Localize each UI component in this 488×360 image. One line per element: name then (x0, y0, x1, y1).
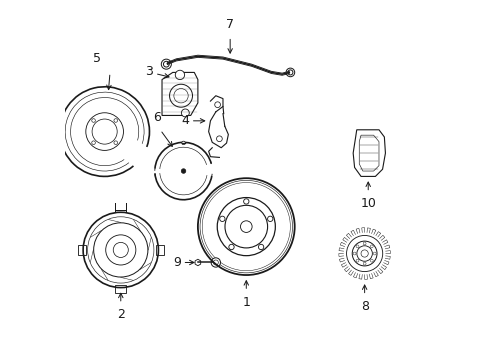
Text: 6: 6 (152, 111, 160, 125)
Circle shape (216, 136, 222, 141)
Circle shape (369, 259, 372, 262)
Circle shape (219, 216, 224, 221)
Text: 1: 1 (242, 296, 250, 309)
Circle shape (182, 141, 185, 145)
Circle shape (287, 70, 292, 75)
Circle shape (161, 59, 171, 69)
Text: 2: 2 (117, 309, 124, 321)
Text: 10: 10 (360, 197, 375, 210)
Text: 3: 3 (144, 65, 152, 78)
Polygon shape (195, 259, 200, 266)
Circle shape (181, 169, 185, 173)
Circle shape (211, 258, 220, 267)
Circle shape (363, 242, 366, 245)
Circle shape (258, 244, 263, 249)
Circle shape (240, 221, 252, 233)
Text: 5: 5 (93, 52, 102, 65)
Circle shape (228, 244, 234, 249)
Circle shape (181, 109, 189, 117)
Bar (115, 285, 126, 293)
Text: 4: 4 (181, 114, 189, 127)
Text: 8: 8 (360, 300, 368, 313)
Circle shape (352, 252, 355, 255)
Bar (156, 244, 163, 255)
Circle shape (169, 84, 192, 107)
Text: 9: 9 (173, 256, 181, 269)
Circle shape (175, 70, 184, 80)
Circle shape (214, 102, 220, 108)
Circle shape (363, 262, 366, 265)
Circle shape (243, 199, 248, 204)
Circle shape (355, 245, 358, 248)
Circle shape (267, 216, 272, 221)
Text: 7: 7 (225, 18, 234, 31)
Bar (78, 244, 85, 255)
Circle shape (285, 68, 294, 77)
Circle shape (372, 252, 375, 255)
Circle shape (369, 245, 372, 248)
Circle shape (355, 259, 358, 262)
Circle shape (163, 61, 169, 67)
